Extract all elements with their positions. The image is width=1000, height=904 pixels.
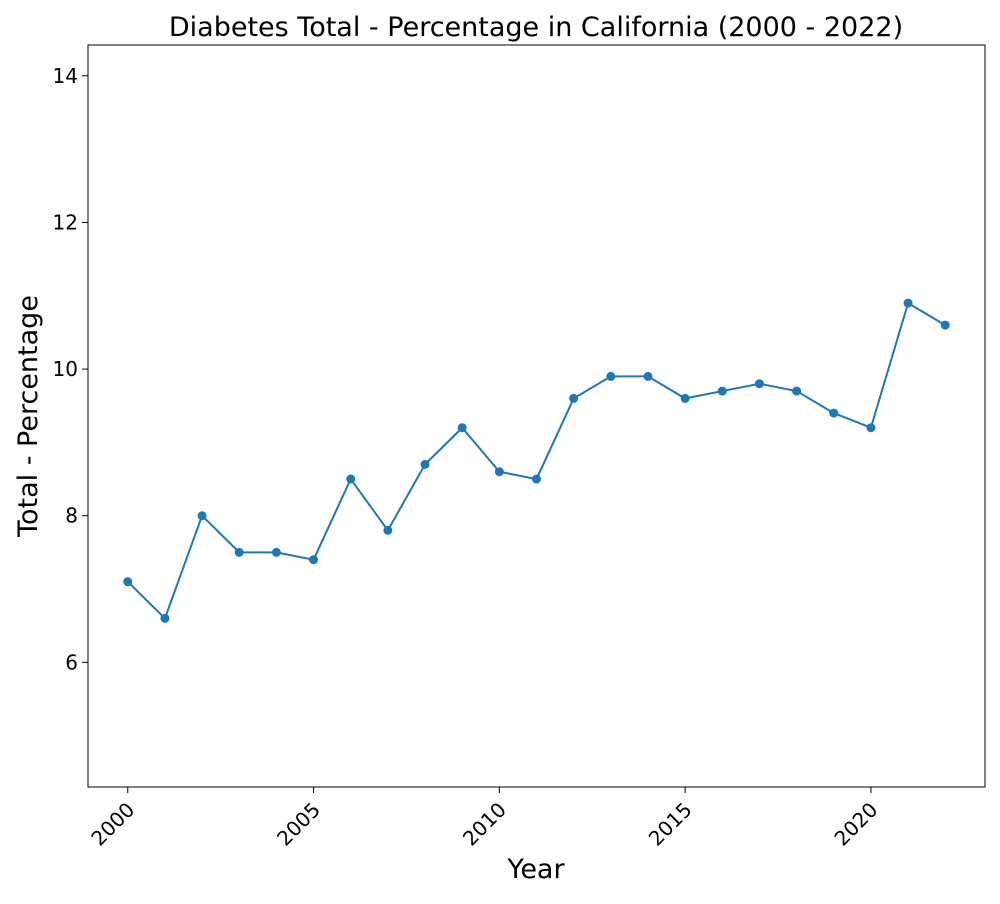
data-point — [457, 423, 467, 433]
data-point — [754, 379, 764, 389]
data-point — [123, 577, 133, 587]
series-line — [127, 301, 946, 621]
plot-area — [123, 298, 950, 623]
chart-title: Diabetes Total - Percentage in Californi… — [169, 12, 903, 43]
data-point — [903, 298, 913, 308]
x-tick-label: 2020 — [829, 798, 882, 851]
data-point — [717, 386, 727, 396]
data-point — [569, 393, 579, 403]
axis-ticks: 2000 2005 2010 2015 2020 6 8 10 12 14 — [53, 64, 883, 851]
data-point — [383, 525, 393, 535]
x-tick-label: 2015 — [644, 798, 697, 851]
data-point — [234, 547, 244, 557]
x-tick-label: 2005 — [272, 798, 325, 851]
data-point — [532, 474, 541, 484]
data-point — [271, 547, 281, 557]
y-tick-label: 8 — [65, 504, 78, 528]
data-point — [420, 459, 430, 469]
data-point — [829, 408, 839, 418]
x-tick-label: 2010 — [458, 798, 511, 851]
plot-frame — [87, 44, 986, 788]
x-tick-label: 2000 — [86, 798, 139, 851]
data-point — [792, 386, 802, 396]
data-point — [346, 474, 356, 484]
data-point — [160, 613, 170, 623]
data-point — [309, 555, 319, 565]
data-point — [643, 371, 653, 381]
data-point — [494, 467, 504, 477]
data-point — [940, 320, 950, 330]
y-axis-label: Total - Percentage — [13, 295, 44, 538]
data-point — [606, 371, 616, 381]
x-axis-label: Year — [506, 854, 565, 885]
data-point — [197, 511, 207, 521]
data-point — [680, 393, 690, 403]
y-tick-label: 6 — [65, 650, 78, 674]
y-tick-label: 14 — [53, 64, 78, 88]
data-point — [866, 423, 876, 433]
y-tick-label: 12 — [53, 210, 78, 234]
y-tick-label: 10 — [53, 357, 78, 381]
